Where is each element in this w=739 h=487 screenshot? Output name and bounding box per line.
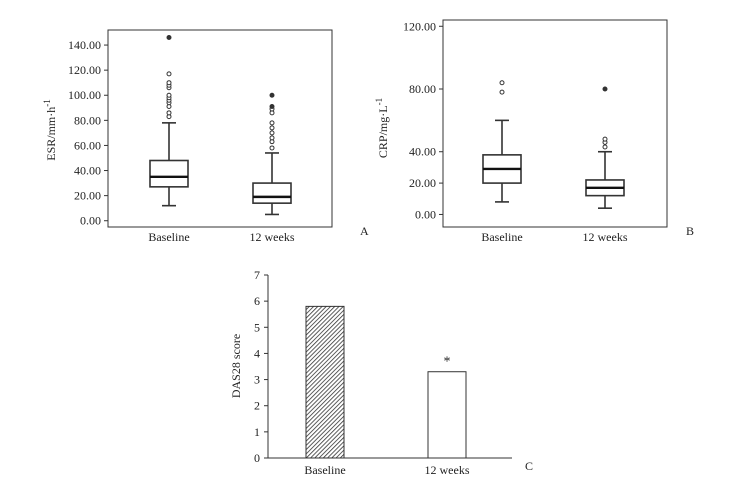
panel-a-ytick-label: 80.00 [74, 113, 101, 127]
extreme-point [166, 35, 172, 41]
outlier-point [269, 125, 275, 131]
panel-c: 0 1 2 3 4 5 6 7 * Baseline 12 weeks DAS28 score… [229, 268, 533, 477]
panel-b-ylabel-sup: -1 [374, 98, 384, 106]
panel-a-ytick-label: 120.00 [68, 63, 101, 77]
panel-b-cat-1: 12 weeks [583, 230, 628, 244]
panel-b: 0.00 20.00 40.00 80.00 120.00 Baseline 12 we… [374, 19, 694, 244]
extreme-point [269, 104, 275, 110]
outlier-point [602, 136, 608, 142]
panel-c-ytick-label: 3 [254, 373, 260, 387]
panel-c-cat-0: Baseline [304, 463, 345, 477]
iqr-box [252, 182, 292, 204]
panel-c-ytick-label: 0 [254, 451, 260, 465]
panel-b-ylabel-main: CRP/mg·L [376, 105, 390, 158]
panel-a-ytick-label: 140.00 [68, 38, 101, 52]
panel-c-ytick-label: 1 [254, 425, 260, 439]
bar-12-weeks [427, 371, 467, 459]
panel-a-ytick-label: 60.00 [74, 138, 101, 152]
bar-baseline [305, 305, 345, 459]
panel-c-ytick-label: 5 [254, 320, 260, 334]
panel-a-frame [107, 29, 333, 228]
outlier-point [269, 145, 275, 151]
significance-marker: * [444, 355, 451, 370]
panel-b-ytick-label: 40.00 [409, 145, 436, 159]
panel-c-ytick-label: 7 [254, 268, 260, 282]
outlier-point [269, 120, 275, 126]
panel-c-ylabel: DAS28 score [229, 334, 243, 398]
panel-b-ytick-label: 20.00 [409, 176, 436, 190]
panel-b-yaxis: 0.00 20.00 40.00 80.00 120.00 [403, 19, 443, 221]
panel-a-ytick-label: 40.00 [74, 164, 101, 178]
outlier-point [166, 110, 172, 116]
panel-b-ylabel: CRP/mg·L-1 [374, 98, 390, 158]
panel-a-ytick-label: 100.00 [68, 88, 101, 102]
panel-a-cat-1: 12 weeks [250, 230, 295, 244]
panel-b-label: B [686, 224, 694, 238]
panel-a: 0.00 20.00 40.00 60.00 80.00 100.00 120.00 140.… [42, 29, 369, 244]
panel-b-frame [442, 19, 668, 228]
panel-a-ylabel-sup: -1 [42, 99, 52, 107]
outlier-point [166, 71, 172, 77]
outlier-point [602, 144, 608, 150]
panel-c-ytick-label: 4 [254, 346, 260, 360]
panel-a-ylabel: ESR/mm·h-1 [42, 99, 58, 161]
outlier-point [499, 89, 505, 95]
iqr-box [149, 159, 189, 188]
panel-c-cat-1: 12 weeks [425, 463, 470, 477]
panel-a-cat-0: Baseline [148, 230, 189, 244]
extreme-point [602, 86, 608, 92]
outlier-point [166, 80, 172, 86]
panel-b-boxes [482, 80, 625, 209]
panel-a-ylabel-main: ESR/mm·h [44, 107, 58, 161]
panel-c-bars: * [305, 305, 467, 459]
extreme-point [269, 92, 275, 98]
panel-a-boxes [149, 35, 292, 216]
panel-c-ytick-label: 2 [254, 399, 260, 413]
panel-c-label: C [525, 459, 533, 473]
panel-b-cat-0: Baseline [481, 230, 522, 244]
outlier-point [269, 135, 275, 141]
outlier-point [269, 130, 275, 136]
panel-b-ytick-label: 0.00 [415, 207, 436, 221]
panel-a-ytick-label: 0.00 [80, 214, 101, 228]
panel-a-ytick-label: 20.00 [74, 189, 101, 203]
panel-c-yaxis: 0 1 2 3 4 5 6 7 [254, 268, 268, 465]
outlier-point [499, 80, 505, 86]
panel-a-yaxis: 0.00 20.00 40.00 60.00 80.00 100.00 120.00 140.… [68, 38, 108, 228]
panel-b-ytick-label: 80.00 [409, 82, 436, 96]
panel-b-ytick-label: 120.00 [403, 19, 436, 33]
outlier-point [166, 92, 172, 98]
panel-c-ytick-label: 6 [254, 294, 260, 308]
panel-a-label: A [360, 224, 369, 238]
